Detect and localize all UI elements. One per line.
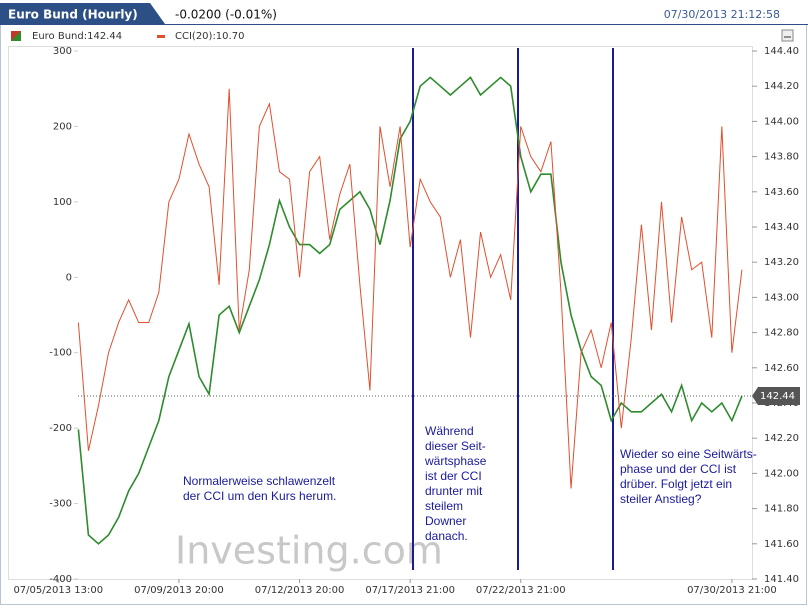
x-tick-label: 07/22/2013 21:00 xyxy=(476,585,566,596)
minimize-button[interactable] xyxy=(781,29,794,42)
annotation: steiler Anstieg? xyxy=(620,492,702,506)
annotation: Normalerweise schlawenzelt xyxy=(183,474,336,488)
y2-tick-label: 142.80 xyxy=(764,328,799,339)
y-tick-label: 200 xyxy=(53,121,72,132)
annotation: danach. xyxy=(425,529,468,543)
y2-tick-label: 143.80 xyxy=(764,152,799,163)
annotation: drüber. Folgt jetzt ein xyxy=(620,477,732,491)
y2-tick-label: 142.60 xyxy=(764,363,799,374)
x-tick-label: 07/12/2013 20:00 xyxy=(255,585,345,596)
y-tick-label: -400 xyxy=(49,574,72,585)
x-tick-label: 07/09/2013 20:00 xyxy=(134,585,224,596)
tab xyxy=(0,3,165,24)
legend-swatch xyxy=(11,31,21,41)
y2-tick-label: 143.60 xyxy=(764,187,799,198)
y2-tick-label: 142.20 xyxy=(764,433,799,444)
y2-tick-label: 142.00 xyxy=(764,468,799,479)
series-line xyxy=(77,88,743,489)
last-price-box xyxy=(752,386,800,405)
y-tick-label: 300 xyxy=(53,46,72,57)
annotation: phase und der CCI ist xyxy=(620,462,737,476)
annotation: drunter mit xyxy=(425,484,483,498)
annotation: der CCI um den Kurs herum. xyxy=(183,489,336,503)
series-line xyxy=(77,76,743,545)
y2-tick-label: 141.40 xyxy=(764,574,799,585)
plot-frame xyxy=(8,46,753,580)
annotation: steilem xyxy=(425,499,463,513)
y2-tick-label: 141.80 xyxy=(764,504,799,515)
annotation: Während xyxy=(425,424,474,438)
annotation: Downer xyxy=(425,514,466,528)
watermark: Investing.com xyxy=(175,529,443,573)
x-tick-label: 07/05/2013 13:00 xyxy=(13,585,103,596)
change: -0.0200 (-0.01%) xyxy=(175,8,277,22)
annotation: dieser Seit- xyxy=(425,439,486,453)
legend-label: Euro Bund:142.44 xyxy=(32,31,122,42)
y-tick-label: -300 xyxy=(49,499,72,510)
y2-tick-label: 144.00 xyxy=(764,116,799,127)
annotation: wärtsphase xyxy=(424,454,487,468)
y-tick-label: -200 xyxy=(49,423,72,434)
y2-tick-label: 143.20 xyxy=(764,257,799,268)
y2-tick-label: 144.40 xyxy=(764,46,799,57)
y2-tick-label: 143.40 xyxy=(764,222,799,233)
legend-label: CCI(20):10.70 xyxy=(175,31,244,42)
y2-tick-label: 141.60 xyxy=(764,539,799,550)
y-tick-label: 100 xyxy=(53,197,72,208)
x-tick-label: 07/17/2013 21:00 xyxy=(365,585,455,596)
y-tick-label: 0 xyxy=(66,272,72,283)
last-price-label: 142.44 xyxy=(760,391,795,402)
tab-title: Euro Bund (Hourly) xyxy=(8,8,138,22)
x-tick-label: 07/30/2013 21:00 xyxy=(687,585,777,596)
legend-swatch xyxy=(157,35,165,38)
annotation: ist der CCI xyxy=(425,469,482,483)
y2-tick-label: 143.00 xyxy=(764,292,799,303)
y-tick-label: -100 xyxy=(49,348,72,359)
annotation: Wieder so eine Seitwärts- xyxy=(620,447,757,461)
timestamp: 07/30/2013 21:12:58 xyxy=(664,8,780,21)
y2-tick-label: 144.20 xyxy=(764,81,799,92)
